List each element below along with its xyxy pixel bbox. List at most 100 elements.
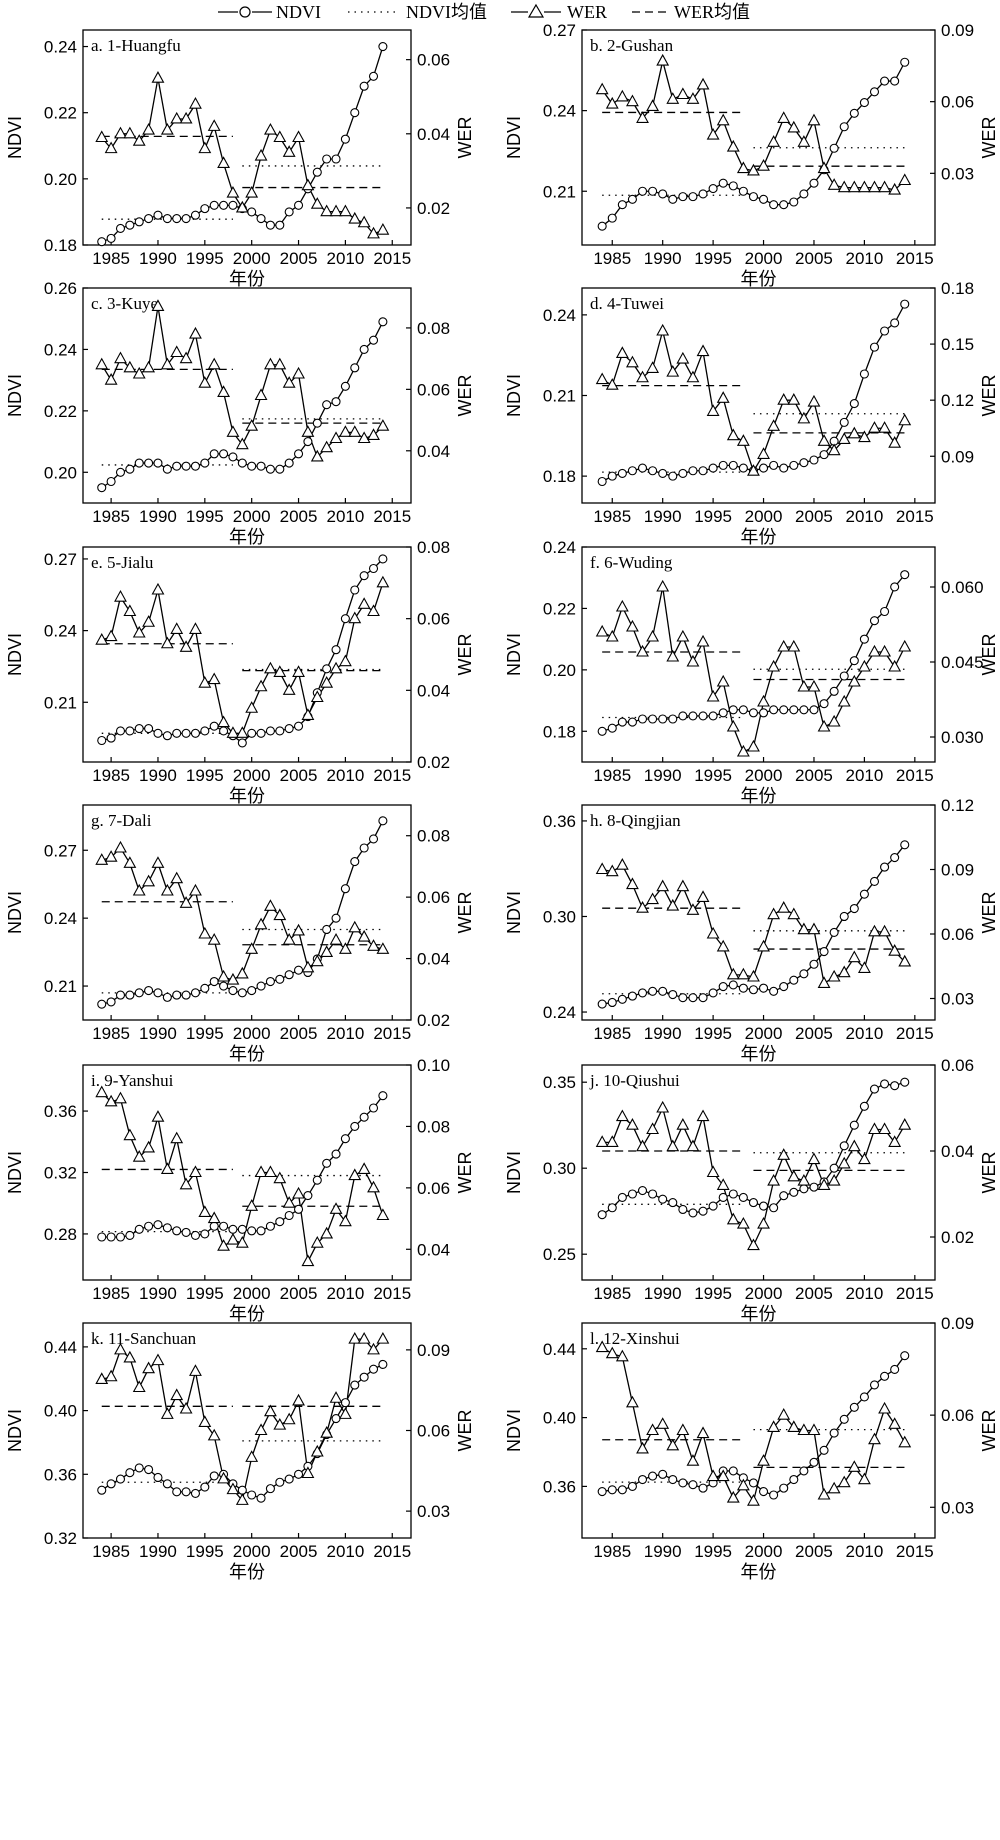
plot-frame (581, 29, 936, 246)
ndvi-point (275, 974, 285, 984)
y-left-tick-label: 0.36 (44, 1102, 77, 1121)
ndvi-point (97, 999, 107, 1009)
y-left-tick-label: 0.24 (44, 38, 77, 57)
ndvi-point (880, 326, 890, 336)
wer-point (817, 1487, 831, 1500)
y-left-tick-label: 0.28 (44, 1225, 77, 1244)
x-tick-label: 2005 (795, 766, 833, 785)
wer-point (747, 739, 760, 752)
y-right-tick-label: 0.04 (417, 681, 450, 700)
wer-point (888, 436, 902, 448)
ndvi-point (738, 705, 748, 715)
wer-point (254, 388, 268, 401)
x-tick-label: 1990 (139, 1024, 177, 1043)
x-tick-label: 1990 (644, 1542, 682, 1561)
wer-point (292, 366, 305, 379)
wer-point (625, 1118, 639, 1130)
x-tick-label: 2005 (280, 1542, 318, 1561)
ndvi-point (799, 705, 809, 715)
legend-wer-mean-label: WER均值 (674, 2, 750, 22)
x-tick-label: 2000 (745, 507, 783, 526)
x-tick-label: 1985 (593, 766, 631, 785)
ndvi-point (688, 993, 698, 1003)
wer-point (142, 122, 156, 135)
ndvi-point (228, 1224, 238, 1234)
ndvi-point (219, 726, 229, 736)
wer-point (797, 922, 811, 935)
ndvi-line (601, 1081, 905, 1216)
wer-point (686, 370, 700, 383)
x-tick-label: 1990 (139, 1284, 177, 1303)
ndvi-point (350, 857, 360, 867)
wer-point (666, 898, 680, 911)
ndvi-point (789, 975, 799, 985)
y-right-tick-label: 0.18 (941, 279, 974, 298)
wer-point (646, 1122, 660, 1135)
ndvi-point (293, 449, 304, 459)
y-right-axis-title: WER (455, 375, 475, 417)
wer-point (263, 1165, 277, 1178)
ndvi-point (115, 726, 126, 736)
x-axis-title: 年份 (741, 1304, 777, 1324)
ndvi-point (125, 990, 135, 1000)
wer-point (95, 1085, 109, 1098)
wer-point (198, 676, 212, 688)
wer-point (747, 969, 760, 982)
y-left-axis-title: NDVI (5, 1151, 25, 1194)
ndvi-point (97, 735, 107, 746)
wer-point (646, 1423, 660, 1436)
wer-point (329, 431, 343, 444)
plot-frame (581, 1064, 936, 1281)
ndvi-point (617, 717, 627, 727)
ndvi-point (181, 1227, 191, 1237)
x-tick-label: 2015 (373, 1542, 411, 1561)
ndvi-point (819, 699, 829, 709)
ndvi-point (849, 399, 859, 409)
ndvi-point (718, 982, 728, 992)
wer-point (245, 701, 259, 713)
ndvi-line (101, 558, 384, 744)
x-tick-label: 1995 (694, 1024, 732, 1043)
chart-panel-7: 1985 1990 1995 2000 2005 2010 2015 年份 0.21 0.24 0.… (5, 804, 475, 1064)
wer-point (235, 200, 249, 213)
wer-point (605, 1135, 619, 1147)
ndvi-point (728, 460, 738, 470)
ndvi-point (134, 458, 144, 468)
wer-point (301, 1466, 315, 1479)
wer-point (226, 185, 240, 198)
ndvi-point (637, 988, 648, 998)
wer-point (282, 1196, 296, 1208)
ndvi-point (779, 1191, 789, 1201)
ndvi-point (97, 1232, 107, 1242)
wer-point (160, 1407, 174, 1419)
ndvi-point (758, 1487, 769, 1497)
y-right-axis-title: WER (455, 1410, 475, 1452)
ndvi-point (829, 1163, 839, 1173)
y-right-tick-label: 0.04 (417, 950, 450, 969)
x-tick-label: 2010 (326, 766, 364, 785)
x-tick-label: 2000 (745, 249, 783, 268)
wer-point (254, 917, 268, 930)
x-tick-label: 1995 (694, 1542, 732, 1561)
wer-point (676, 87, 690, 100)
y-left-axis-title: NDVI (504, 891, 524, 934)
wer-point (245, 942, 259, 954)
wer-point (170, 1131, 184, 1144)
wer-point (235, 1493, 249, 1505)
ndvi-point (359, 1372, 369, 1382)
y-left-tick-label: 0.36 (44, 1465, 77, 1484)
x-tick-label: 1985 (92, 766, 130, 785)
wer-point (857, 180, 871, 193)
ndvi-point (880, 76, 890, 86)
x-tick-label: 2015 (373, 1284, 411, 1303)
ndvi-point (819, 946, 829, 957)
y-right-tick-label: 0.04 (417, 125, 450, 144)
wer-point (706, 1469, 720, 1482)
ndvi-point (153, 458, 163, 468)
ndvi-point (738, 1192, 748, 1202)
x-axis-title: 年份 (229, 1044, 265, 1064)
wer-point (797, 1173, 811, 1186)
wer-point (292, 130, 305, 143)
wer-point (767, 659, 781, 672)
wer-point (132, 625, 146, 638)
